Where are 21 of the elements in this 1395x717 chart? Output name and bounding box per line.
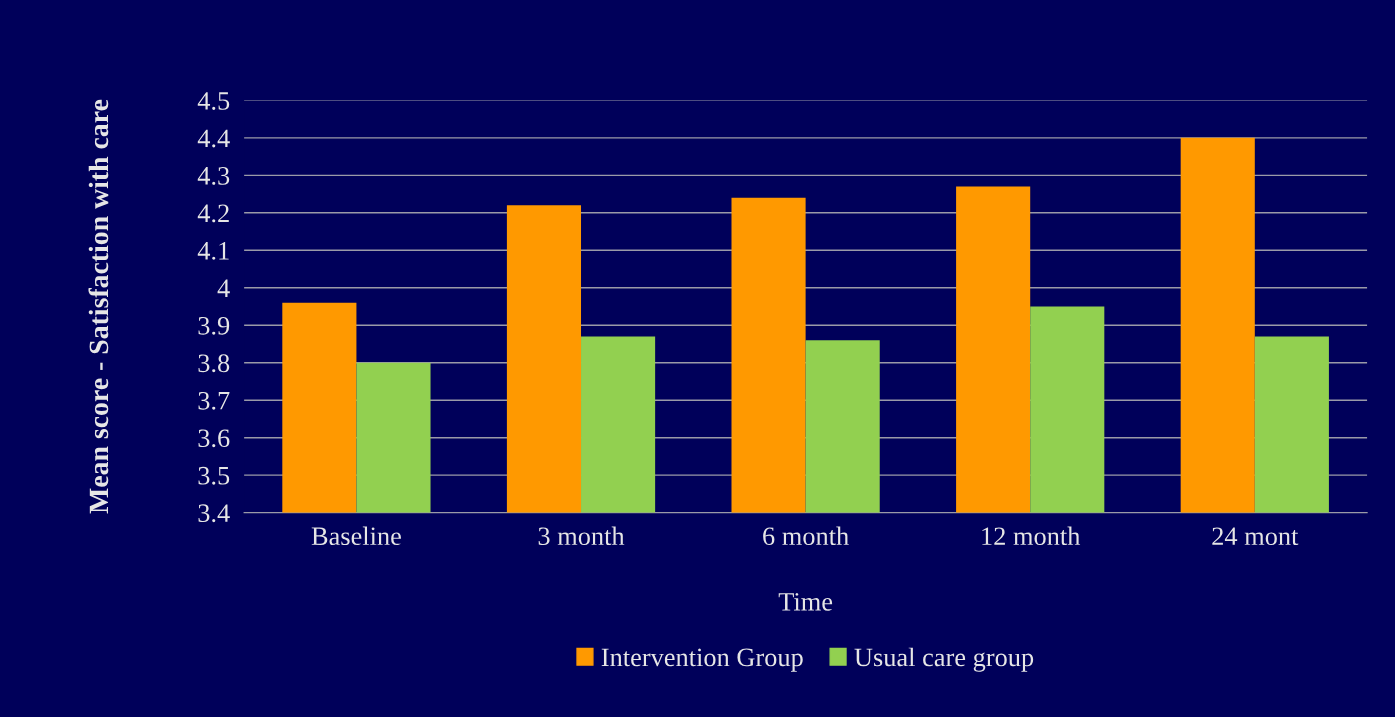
x-tick-label: 6 month [763, 526, 849, 546]
y-tick-label: 4.2 [197, 204, 229, 223]
x-tick-label: Baseline [311, 526, 401, 546]
y-tick-label: 3.4 [198, 504, 230, 523]
x-tick-label: 24 mont [1212, 527, 1299, 546]
y-tick-label: 4.4 [197, 129, 230, 148]
y-tick-label: 4.3 [197, 167, 230, 185]
y-tick-label: 3.8 [198, 354, 230, 373]
x-tick-label: 12 month [982, 526, 1081, 546]
y-axis-title: Mean score - Satisfaction with care [88, 99, 109, 514]
y-tick-label: 3.7 [198, 391, 230, 410]
y-tick-label: 4.1 [197, 242, 229, 260]
y-tick-label: 3.9 [198, 316, 230, 335]
x-axis-title: Time [778, 592, 833, 611]
legend-label: Usual care group [854, 647, 1034, 672]
y-tick-label: 3.5 [198, 466, 230, 485]
y-tick-label: 4.5 [197, 92, 230, 110]
x-tick-label: 3 month [538, 526, 625, 546]
y-tick-label: 3.6 [198, 429, 230, 448]
legend-label: Intervention Group [601, 648, 803, 672]
y-tick-label: 4 [217, 279, 230, 297]
